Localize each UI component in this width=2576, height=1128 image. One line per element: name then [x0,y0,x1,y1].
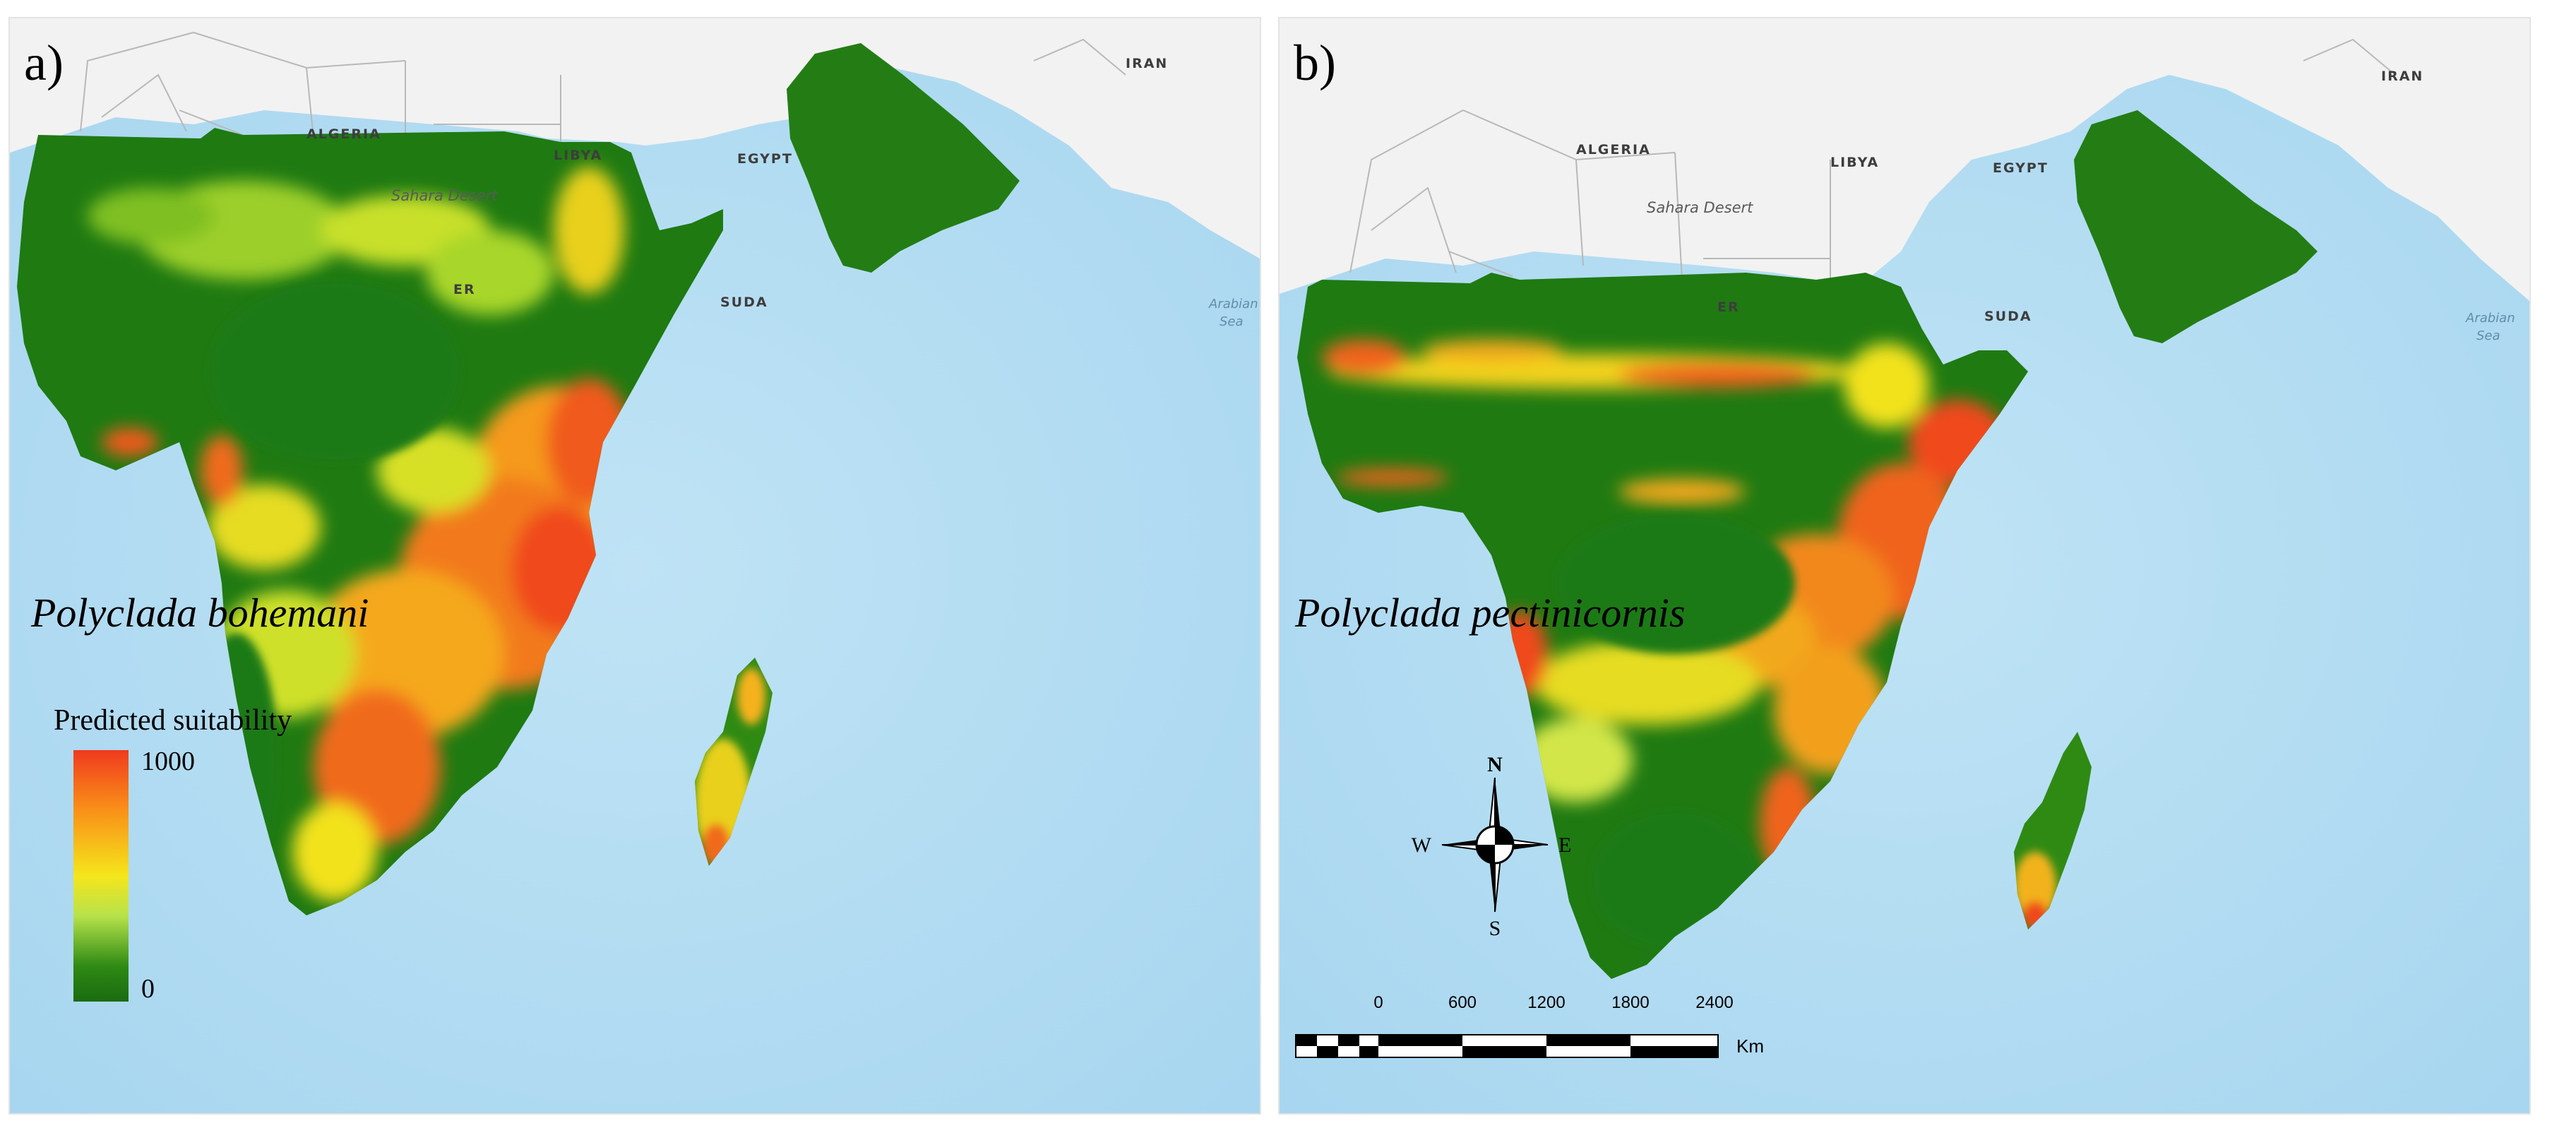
africa-suitability-map-b: ALGERIA LIBYA EGYPT IRAN SUDA ER Sahara … [1280,18,2529,1113]
label-libya: LIBYA [554,148,602,163]
scale-bar: 0 600 1200 1800 2400 Km [1295,993,1832,1078]
map-panel-a: ALGERIA LIBYA EGYPT IRAN SUDA ER Sahara … [8,17,1261,1115]
label-sahara-desert: Sahara Desert [1647,199,1753,216]
compass-rose-icon: N S E W [1412,753,1572,940]
north-arrow: N S E W [1403,746,1587,944]
label-sea: Sea [2476,328,2500,343]
scale-bar-graphic [1295,1034,1719,1058]
compass-west: W [1412,833,1432,857]
compass-east: E [1558,833,1571,857]
label-sea: Sea [1220,314,1244,329]
africa-suitability-map-a: ALGERIA LIBYA EGYPT IRAN SUDA ER Sahara … [10,18,1260,1113]
legend-title: Predicted suitability [54,704,292,737]
label-iran: IRAN [1126,56,1168,71]
compass-south: S [1489,917,1501,940]
compass-north: N [1487,753,1503,776]
north-africa-europe-land [1280,18,2529,301]
label-algeria: ALGERIA [306,126,381,142]
panel-letter-a: a) [24,35,64,91]
scale-tick-1200: 1200 [1527,993,1566,1012]
species-name-a: Polyclada bohemani [31,590,369,636]
label-sahara-desert: Sahara Desert [391,187,498,204]
scale-tick-600: 600 [1448,993,1477,1012]
legend-min-label: 0 [141,974,155,1004]
label-algeria: ALGERIA [1576,142,1651,158]
arabian-peninsula-suitability [2074,110,2318,343]
scale-tick-1800: 1800 [1611,993,1650,1012]
label-niger-partial: ER [1717,299,1740,315]
label-niger-partial: ER [453,282,476,297]
scale-unit: Km [1736,1035,1764,1057]
label-libya: LIBYA [1830,155,1879,170]
country-borders [1349,38,2396,283]
label-sudan-partial: SUDA [720,295,768,310]
label-sudan-partial: SUDA [1984,309,2032,324]
map-panel-b: ALGERIA LIBYA EGYPT IRAN SUDA ER Sahara … [1278,17,2531,1115]
scale-tick-0: 0 [1373,993,1383,1012]
label-arabian: Arabian [2465,311,2515,326]
label-arabian: Arabian [1208,297,1258,311]
legend-max-label: 1000 [141,747,195,776]
north-africa-europe-land [10,18,1260,259]
panel-letter-b: b) [1294,35,1336,91]
species-name-b: Polyclada pectinicornis [1295,590,1686,636]
label-egypt: EGYPT [737,151,793,167]
country-borders [80,32,1126,142]
label-iran: IRAN [2381,69,2423,84]
scale-tick-2400: 2400 [1695,993,1734,1012]
arabian-peninsula-suitability [787,43,1020,273]
legend-color-ramp [73,750,129,1002]
label-egypt: EGYPT [1993,160,2049,176]
